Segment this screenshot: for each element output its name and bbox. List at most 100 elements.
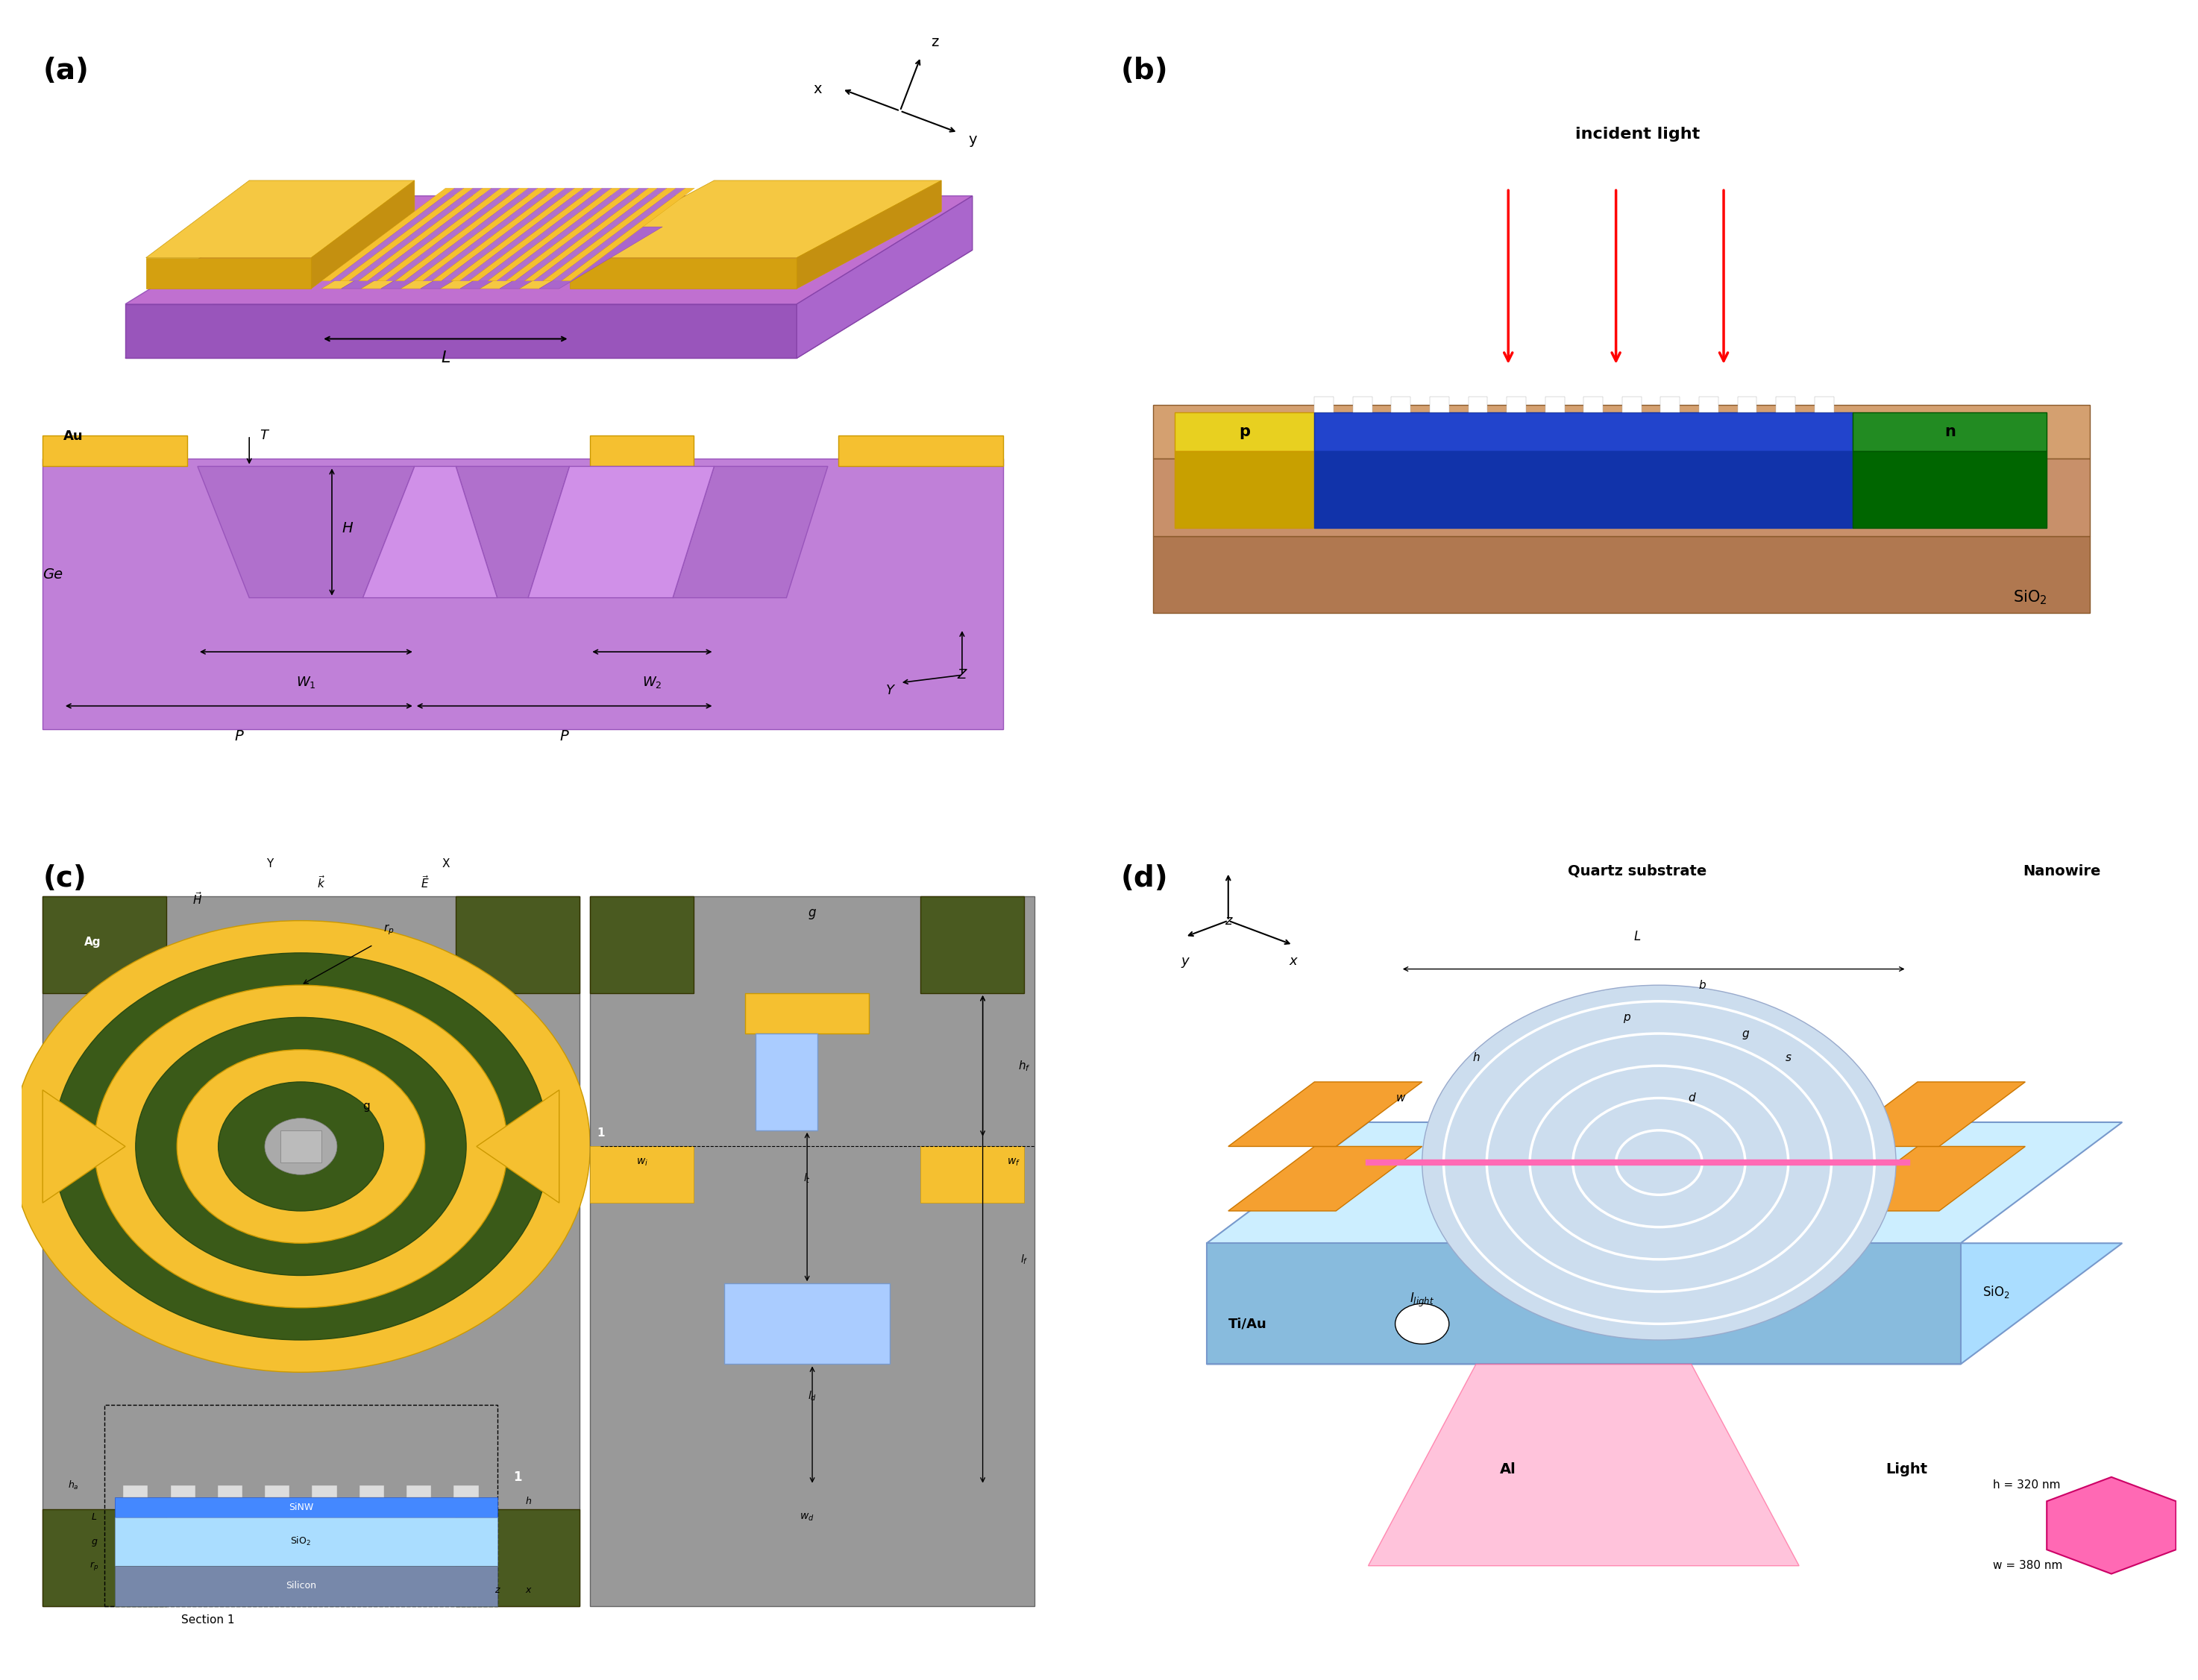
Polygon shape [479,227,602,289]
Polygon shape [796,197,972,358]
Text: $I_{light}$: $I_{light}$ [1409,1290,1435,1309]
Polygon shape [1354,396,1372,412]
FancyBboxPatch shape [358,1485,385,1497]
Text: T: T [259,428,268,442]
Polygon shape [2046,1477,2176,1574]
Text: Y: Y [886,684,895,697]
Polygon shape [1391,396,1411,412]
Polygon shape [1154,405,2090,459]
Text: n: n [1945,423,1956,438]
Text: 1: 1 [514,1470,523,1483]
Circle shape [95,984,508,1307]
Polygon shape [330,188,464,281]
Polygon shape [499,227,622,289]
Polygon shape [125,304,796,358]
Text: Ge: Ge [42,568,64,581]
Polygon shape [440,227,563,289]
Polygon shape [387,188,519,281]
Text: H: H [343,521,354,536]
Polygon shape [1174,450,1314,528]
Text: L: L [442,351,451,365]
Text: $\vec{k}$: $\vec{k}$ [317,875,325,890]
Circle shape [1396,1304,1448,1344]
Polygon shape [341,227,464,289]
Polygon shape [796,180,941,289]
Polygon shape [1776,396,1796,412]
Polygon shape [525,188,657,281]
Text: g: g [809,906,815,919]
Polygon shape [1207,1122,2123,1243]
Polygon shape [479,188,611,281]
Text: (a): (a) [42,57,88,86]
Text: $r_p$: $r_p$ [90,1559,99,1572]
Polygon shape [528,467,714,598]
FancyBboxPatch shape [42,435,187,467]
Polygon shape [560,188,695,281]
Text: X: X [442,858,448,870]
Polygon shape [1545,396,1565,412]
Text: $\vec{E}$: $\vec{E}$ [420,875,429,890]
FancyBboxPatch shape [455,897,580,993]
Text: $\mathrm{SiO_2}$: $\mathrm{SiO_2}$ [1983,1284,2009,1299]
Polygon shape [1468,396,1488,412]
Text: $w_d$: $w_d$ [800,1512,815,1522]
Polygon shape [114,1517,497,1566]
Text: y: y [969,133,976,146]
Polygon shape [1739,396,1756,412]
Text: g: g [92,1537,97,1546]
FancyBboxPatch shape [218,1485,242,1497]
Polygon shape [514,188,648,281]
Polygon shape [349,188,481,281]
Text: Ti/Au: Ti/Au [1229,1317,1266,1331]
Polygon shape [459,188,593,281]
Polygon shape [114,1497,497,1517]
Text: $w_i$: $w_i$ [635,1158,648,1168]
Polygon shape [543,188,677,281]
Text: Z: Z [958,669,967,682]
FancyBboxPatch shape [725,1284,890,1364]
Text: (c): (c) [42,864,86,892]
Text: $l_d$: $l_d$ [807,1389,818,1403]
Polygon shape [312,180,415,289]
Polygon shape [42,1090,125,1203]
Polygon shape [404,188,539,281]
Circle shape [218,1082,382,1211]
Text: y: y [1180,954,1189,968]
Text: z: z [495,1586,499,1594]
Polygon shape [1207,1243,2123,1364]
Text: z: z [1224,914,1231,927]
Polygon shape [1314,450,1853,528]
Polygon shape [125,197,972,304]
Text: w = 380 nm: w = 380 nm [1994,1561,2062,1571]
Polygon shape [400,227,523,289]
Polygon shape [455,467,569,598]
Text: L: L [92,1512,97,1522]
Polygon shape [451,188,585,281]
Polygon shape [519,227,642,289]
Text: (d): (d) [1121,864,1167,892]
Text: incident light: incident light [1576,126,1699,141]
Polygon shape [1662,396,1679,412]
Text: $h_a$: $h_a$ [68,1478,79,1492]
Text: $r_p$: $r_p$ [382,922,393,937]
Text: SiNW: SiNW [288,1504,314,1512]
FancyBboxPatch shape [589,897,1035,1606]
Text: L: L [1633,931,1642,944]
Polygon shape [114,1566,497,1606]
Text: Quartz substrate: Quartz substrate [1567,864,1708,879]
Polygon shape [1431,396,1448,412]
FancyBboxPatch shape [312,1485,336,1497]
Polygon shape [506,188,640,281]
Text: $\mathrm{SiO_2}$: $\mathrm{SiO_2}$ [2013,590,2046,606]
Polygon shape [1174,412,1314,450]
FancyBboxPatch shape [123,1485,147,1497]
Polygon shape [569,180,941,257]
Text: b: b [1699,979,1706,991]
Polygon shape [358,188,492,281]
FancyBboxPatch shape [921,1146,1024,1203]
Polygon shape [552,188,686,281]
Text: g: g [1741,1028,1750,1040]
FancyBboxPatch shape [745,993,868,1033]
Text: g: g [363,1100,369,1112]
Polygon shape [125,250,972,358]
